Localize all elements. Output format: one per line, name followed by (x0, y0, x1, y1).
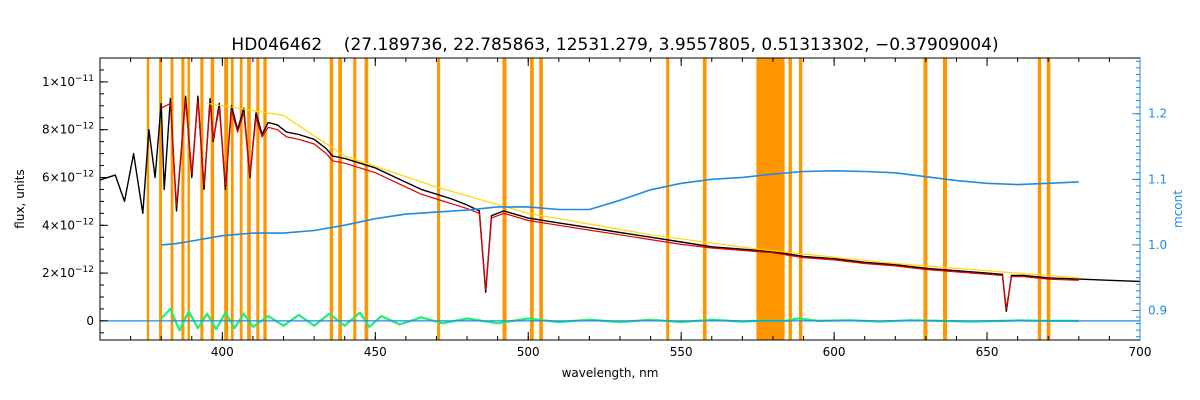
masked-region-10 (247, 58, 251, 340)
masked-region-1 (159, 58, 163, 340)
masked-region-0 (146, 58, 150, 340)
x-axis-label: wavelength, nm (562, 366, 659, 380)
masked-region-9 (239, 58, 243, 340)
masked-region-19 (530, 58, 534, 340)
right-tick-label-1: 1.0 (1148, 238, 1167, 252)
x-tick-label-4: 600 (823, 345, 846, 359)
x-tick-label-0: 400 (211, 345, 234, 359)
x-axis-ticks: 400 450 500 550 600 650 700 (99, 58, 1152, 359)
y-tick-base: 2×10 (42, 266, 75, 280)
masked-region-18 (502, 58, 507, 340)
series-layer (99, 95, 1141, 332)
masked-region-17 (437, 58, 441, 340)
series-continuum-model (207, 102, 1079, 279)
y-axis-label: flux, units (13, 169, 27, 228)
y-tick-label-4: 8×10−12 (42, 122, 94, 137)
y-tick-base: 4×10 (42, 218, 75, 232)
chart-title: HD046462 (27.189736, 22.785863, 12531.27… (231, 35, 998, 55)
y-tick-label-1: 2×10−12 (42, 265, 94, 280)
y-tick-exponent: −12 (75, 122, 94, 132)
y-axis-ticks: 02×10−124×10−126×10−128×10−121×10−11 (42, 57, 108, 334)
masked-region-2 (170, 58, 174, 340)
masked-region-15 (353, 58, 357, 340)
right-tick-label-3: 1.2 (1148, 107, 1167, 121)
masked-region-21 (666, 58, 670, 340)
plot-frame (99, 57, 1141, 341)
x-tick-label-3: 550 (670, 345, 693, 359)
y-tick-exponent: −11 (75, 74, 94, 84)
masked-region-16 (364, 58, 369, 340)
y-tick-exponent: −12 (75, 217, 94, 227)
masked-region-4 (187, 58, 190, 340)
right-tick-label-2: 1.1 (1148, 172, 1167, 186)
y-tick-label-2: 4×10−12 (42, 217, 94, 232)
y-tick-label-0: 0 (86, 314, 94, 328)
right-axis-label: mcont (1171, 190, 1185, 228)
masked-region-8 (230, 58, 234, 340)
masked-region-5 (200, 58, 204, 340)
masked-region-11 (256, 58, 260, 340)
series-mcont (161, 170, 1079, 246)
masked-region-3 (181, 58, 185, 340)
y-tick-label-5: 1×10−11 (42, 74, 94, 89)
series-residuals (160, 307, 1079, 332)
x-tick-label-5: 650 (976, 345, 999, 359)
right-axis-ticks: 0.9 1.0 1.1 1.2 (1132, 60, 1167, 338)
masked-region-20 (539, 58, 543, 340)
series-model (160, 100, 1079, 310)
y-tick-base: 6×10 (42, 170, 75, 184)
masked-region-23 (756, 58, 785, 340)
x-tick-label-1: 450 (364, 345, 387, 359)
right-tick-label-0: 0.9 (1148, 303, 1167, 317)
masked-region-25 (798, 58, 803, 340)
masked-region-27 (943, 58, 947, 340)
masked-region-7 (224, 58, 229, 340)
series-observed (99, 95, 1141, 312)
x-tick-label-2: 500 (517, 345, 540, 359)
x-tick-label-6: 700 (1129, 345, 1152, 359)
y-tick-base: 1×10 (42, 75, 75, 89)
y-tick-exponent: −12 (75, 169, 94, 179)
y-tick-base: 8×10 (42, 123, 75, 137)
masked-region-13 (329, 58, 334, 340)
masked-region-26 (923, 58, 928, 340)
masked-region-14 (338, 58, 342, 340)
y-tick-exponent: −12 (75, 265, 94, 275)
masked-region-29 (1046, 58, 1051, 340)
masked-region-28 (1037, 58, 1042, 340)
y-tick-label-3: 6×10−12 (42, 169, 94, 184)
masked-region-6 (210, 58, 215, 340)
masked-region-12 (263, 58, 267, 340)
masked-regions (146, 58, 1051, 340)
masked-region-24 (788, 58, 792, 340)
masked-region-22 (702, 58, 707, 340)
